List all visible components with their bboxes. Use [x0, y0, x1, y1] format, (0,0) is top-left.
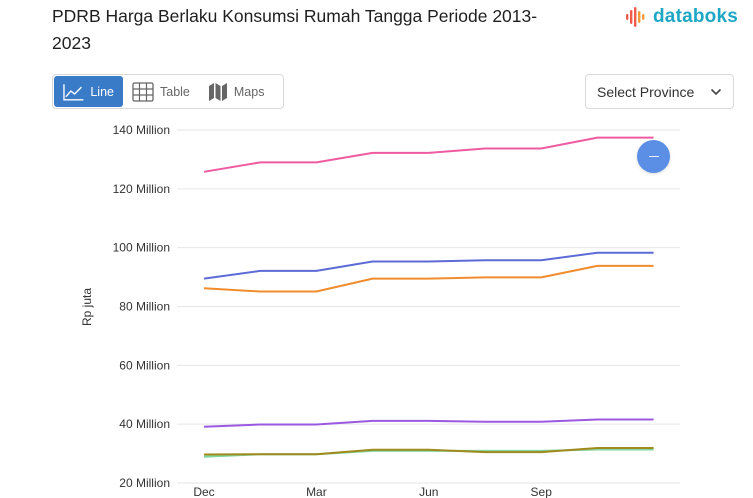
series-line-6 [203, 447, 654, 456]
tab-maps-label: Maps [233, 84, 265, 99]
grid-lines [177, 129, 680, 484]
y-tick-label: 100 Million [113, 241, 170, 255]
y-tick-label: 60 Million [119, 358, 170, 372]
series-lines [203, 136, 654, 458]
y-axis-ticks: 140 Million 120 Million 100 Million 80 Mill… [113, 123, 170, 490]
series-line-2 [203, 251, 654, 280]
table-icon [132, 81, 154, 102]
map-icon [208, 82, 227, 101]
logo-text: databoks [653, 6, 739, 27]
databoks-logo-icon [626, 7, 645, 27]
tab-line[interactable]: Line [54, 76, 123, 107]
province-select[interactable]: Select Province [585, 74, 734, 109]
series-line-3 [203, 264, 654, 293]
tab-maps[interactable]: Maps [199, 76, 274, 107]
view-tabs: Line Table Maps [52, 74, 284, 109]
series-line-1 [203, 136, 654, 173]
chevron-down-icon [710, 88, 722, 95]
line-chart-icon [63, 83, 84, 100]
y-tick-label: 120 Million [113, 182, 170, 196]
tab-table[interactable]: Table [123, 76, 199, 107]
databoks-logo: databoks [625, 4, 738, 30]
y-tick-label: 40 Million [119, 417, 170, 431]
x-axis-ticks: Dec Mar Jun Sep [193, 485, 552, 498]
line-chart: 140 Million 120 Million 100 Million 80 Mill… [80, 123, 680, 498]
y-tick-label: 20 Million [119, 476, 170, 490]
x-tick-label: Sep [531, 485, 553, 498]
chart-title: PDRB Harga Berlaku Konsumsi Rumah Tangga… [52, 6, 538, 53]
x-tick-label: Dec [193, 485, 214, 498]
province-select-value: Select Province [597, 83, 695, 100]
minus-icon [648, 155, 659, 158]
y-axis-title: Rp juta [80, 288, 94, 326]
x-tick-label: Jun [419, 485, 438, 498]
y-tick-label: 80 Million [119, 300, 170, 314]
tab-table-label: Table [160, 84, 190, 99]
tab-line-label: Line [90, 84, 114, 99]
y-tick-label: 140 Million [113, 123, 170, 137]
collapse-button[interactable] [637, 140, 670, 173]
series-line-4 [203, 418, 654, 428]
x-tick-label: Mar [306, 485, 327, 498]
